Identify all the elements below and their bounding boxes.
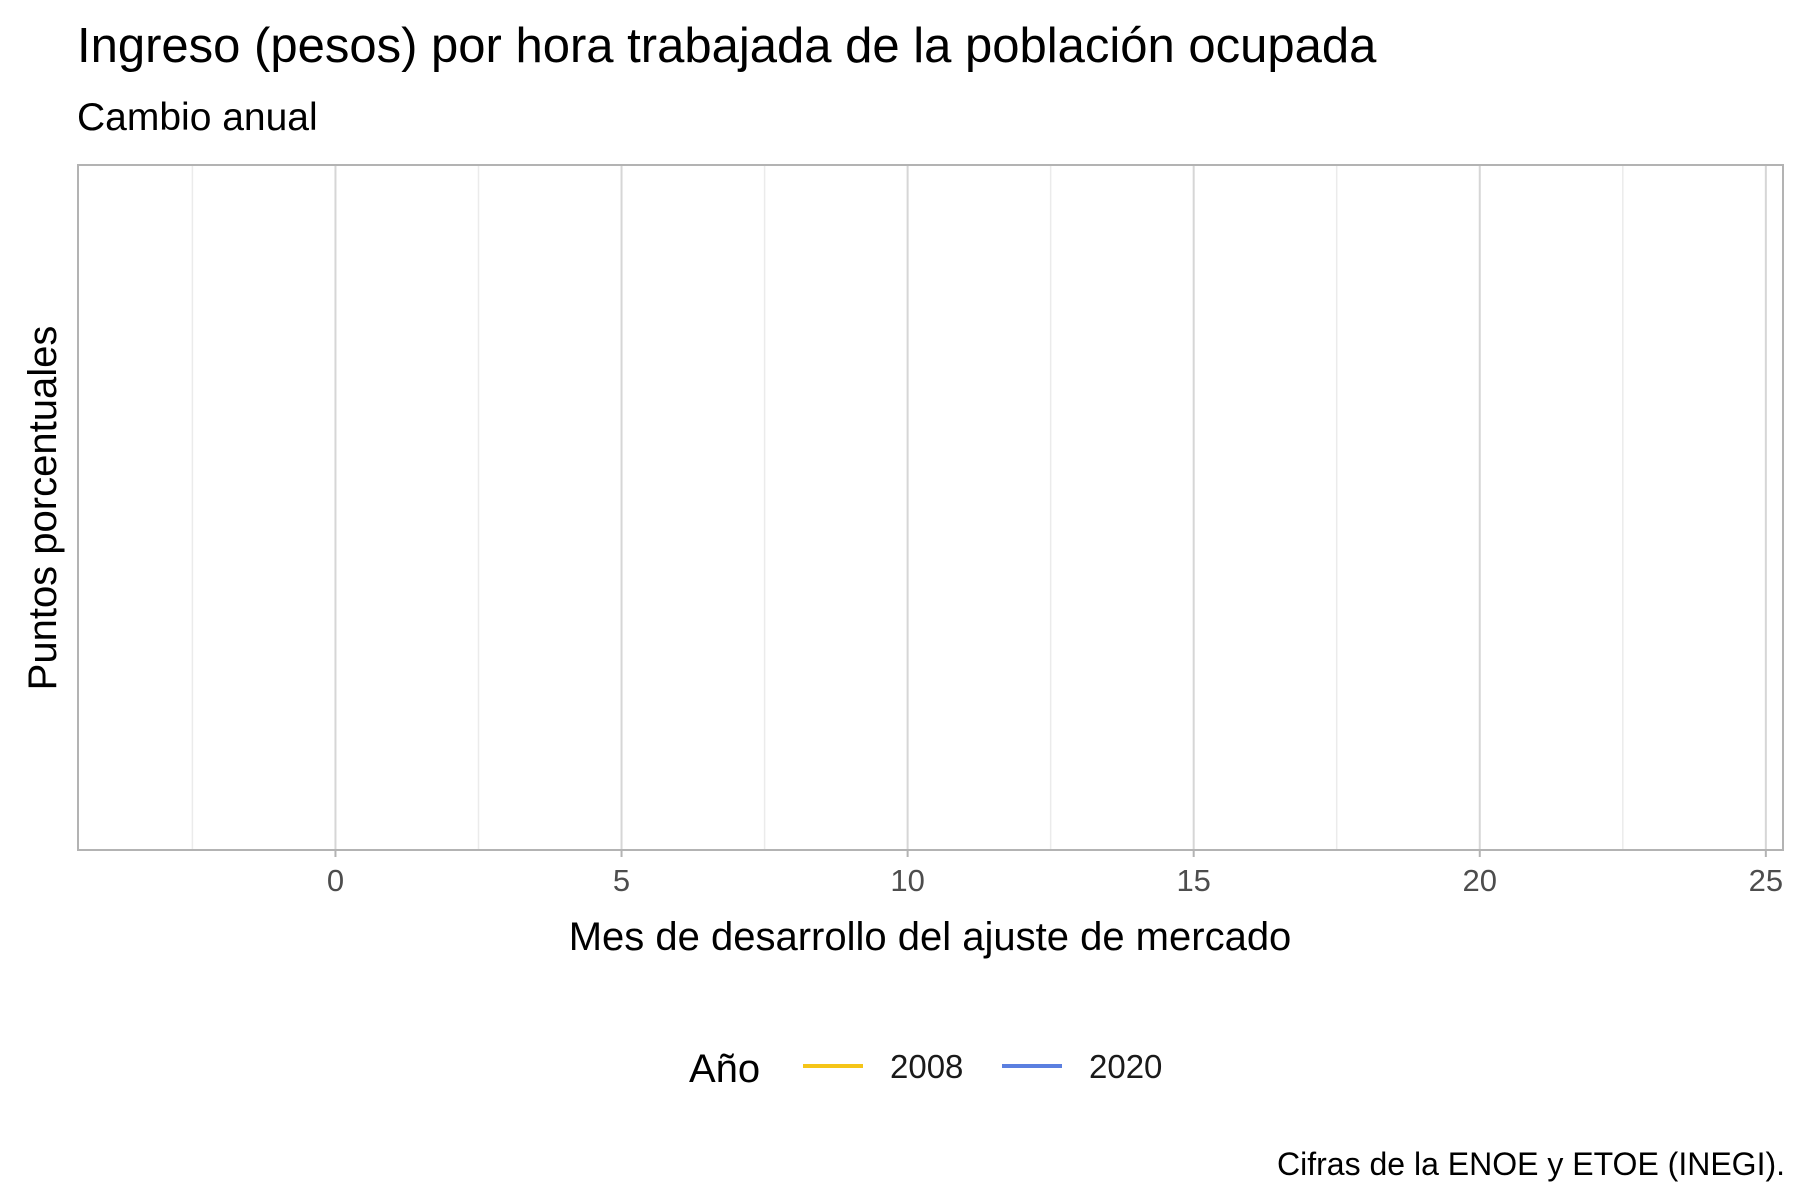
x-tick-label: 5 [613,863,630,898]
gridlines [191,165,1767,850]
panel-border [77,164,1784,851]
legend-title: Año [689,1047,760,1091]
legend-label-2020: 2020 [1089,1048,1162,1085]
y-axis-title: Puntos porcentuales [21,326,65,691]
x-tick-label: 20 [1463,863,1497,898]
x-tick-label: 0 [327,863,344,898]
x-tick-label: 15 [1176,863,1210,898]
chart-subtitle: Cambio anual [77,96,318,139]
plot-panel [77,164,1784,851]
legend: Año 2008 2020 [689,1047,1162,1091]
x-axis-ticks: 0 5 10 15 20 25 [327,850,1783,898]
chart-title: Ingreso (pesos) por hora trabajada de la… [77,19,1377,73]
chart-caption: Cifras de la ENOE y ETOE (INEGI). [1277,1146,1785,1182]
x-tick-label: 10 [890,863,924,898]
x-axis-title: Mes de desarrollo del ajuste de mercado [569,915,1292,959]
legend-label-2008: 2008 [890,1048,963,1085]
x-tick-label: 25 [1749,863,1783,898]
legend-items: 2008 2020 [803,1048,1162,1085]
